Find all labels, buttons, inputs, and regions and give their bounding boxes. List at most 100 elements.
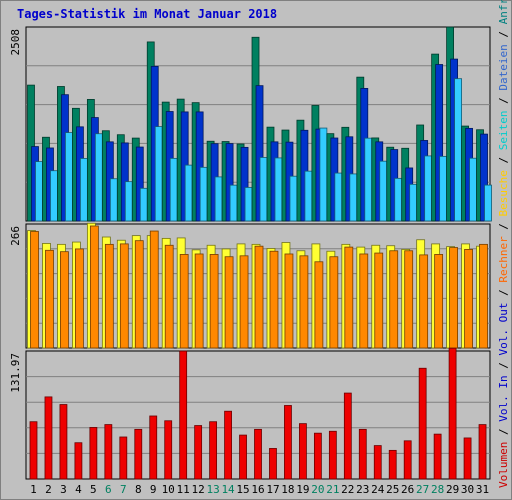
x-tick-label: 5	[90, 483, 97, 496]
x-tick-label: 20	[311, 483, 324, 496]
bar-seiten	[214, 176, 223, 222]
bar-seiten	[484, 184, 492, 222]
bar-rechner	[75, 248, 84, 349]
bar-rechner	[344, 246, 354, 349]
legend-segment: Dateien	[497, 44, 510, 90]
bar-seiten	[139, 187, 148, 222]
bar-seiten	[424, 155, 433, 222]
x-tick-label: 11	[177, 483, 190, 496]
bar-dateien	[240, 146, 249, 222]
bar-rechner	[209, 254, 219, 349]
bar-volumen	[179, 350, 188, 480]
bar-volumen	[433, 433, 442, 480]
x-tick-label: 26	[401, 483, 414, 496]
chart-title: Tages-Statistik im Monat Januar 2018	[17, 7, 278, 21]
bar-seiten	[469, 157, 477, 222]
bar-dateien	[255, 85, 264, 222]
x-tick-label: 4	[75, 483, 82, 496]
bar-rechner	[284, 253, 294, 349]
x-tick-label: 21	[326, 483, 339, 496]
bar-volumen	[134, 428, 143, 480]
bar-volumen	[119, 436, 128, 480]
bar-seiten	[259, 157, 268, 222]
bar-dateien	[195, 111, 204, 222]
legend-segment: Seiten	[497, 110, 510, 150]
x-tick-label: 22	[341, 483, 354, 496]
x-tick-label: 28	[431, 483, 444, 496]
x-tick-label: 30	[461, 483, 474, 496]
bar-volumen	[104, 424, 113, 480]
bar-volumen	[418, 367, 427, 480]
bar-volumen	[373, 445, 382, 480]
bar-volumen	[59, 404, 68, 480]
x-tick-label: 29	[446, 483, 459, 496]
bar-volumen	[403, 440, 412, 480]
bar-volumen	[343, 392, 352, 480]
x-tick-label: 27	[416, 483, 429, 496]
bar-seiten	[80, 158, 88, 222]
y-max-label: 266	[9, 226, 22, 246]
bar-rechner	[314, 261, 324, 349]
bar-seiten	[289, 175, 298, 222]
bar-rechner	[404, 250, 414, 349]
bar-rechner	[464, 248, 473, 349]
bar-volumen	[194, 425, 203, 480]
x-tick-label: 31	[476, 483, 489, 496]
bar-volumen	[29, 421, 38, 480]
bar-volumen	[478, 424, 487, 480]
bar-rechner	[60, 251, 69, 349]
bar-rechner	[104, 243, 114, 349]
bar-seiten	[35, 161, 43, 222]
bar-seiten	[379, 160, 388, 222]
bar-seiten	[394, 177, 403, 222]
x-tick-label: 1	[30, 483, 37, 496]
bar-rechner	[479, 243, 488, 349]
bar-rechner	[359, 253, 369, 349]
bar-seiten	[274, 157, 283, 222]
x-tick-label: 7	[120, 483, 127, 496]
bar-seiten	[364, 137, 373, 222]
y-max-label: 2508	[9, 29, 22, 56]
x-tick-label: 3	[60, 483, 67, 496]
bar-volumen	[269, 448, 277, 480]
legend-segment: /	[497, 422, 510, 442]
bar-seiten	[94, 133, 103, 222]
x-tick-label: 8	[135, 483, 142, 496]
x-tick-label: 18	[281, 483, 294, 496]
bar-volumen	[209, 421, 218, 480]
bar-volumen	[358, 428, 367, 480]
bar-volumen	[164, 420, 173, 480]
legend-segment: Anfragen	[497, 0, 510, 24]
x-tick-label: 23	[356, 483, 369, 496]
bar-rechner	[224, 256, 234, 349]
bar-rechner	[134, 240, 144, 349]
bar-volumen	[328, 430, 337, 480]
bar-rechner	[269, 250, 279, 349]
bar-seiten	[244, 187, 253, 222]
bar-seiten	[109, 178, 118, 222]
bar-rechner	[374, 252, 384, 349]
bar-rechner	[434, 254, 444, 349]
x-tick-label: 14	[221, 483, 235, 496]
x-tick-label: 13	[206, 483, 219, 496]
bar-seiten	[50, 170, 58, 222]
x-tick-label: 17	[266, 483, 279, 496]
x-tick-label: 2	[45, 483, 52, 496]
legend-segment: Vol. In	[497, 375, 510, 421]
bar-seiten	[184, 164, 193, 222]
legend-segment: /	[497, 216, 510, 236]
legend-segment: /	[497, 24, 510, 44]
x-tick-label: 9	[150, 483, 157, 496]
bar-volumen	[448, 347, 457, 480]
legend-segment: /	[497, 283, 510, 303]
bar-seiten	[334, 172, 343, 222]
bar-volumen	[239, 434, 247, 480]
bar-rechner	[389, 250, 399, 349]
bar-rechner	[119, 243, 129, 349]
bar-seiten	[199, 166, 208, 222]
legend-segment: /	[497, 150, 510, 170]
bar-rechner	[239, 255, 249, 349]
bar-seiten	[124, 181, 133, 222]
